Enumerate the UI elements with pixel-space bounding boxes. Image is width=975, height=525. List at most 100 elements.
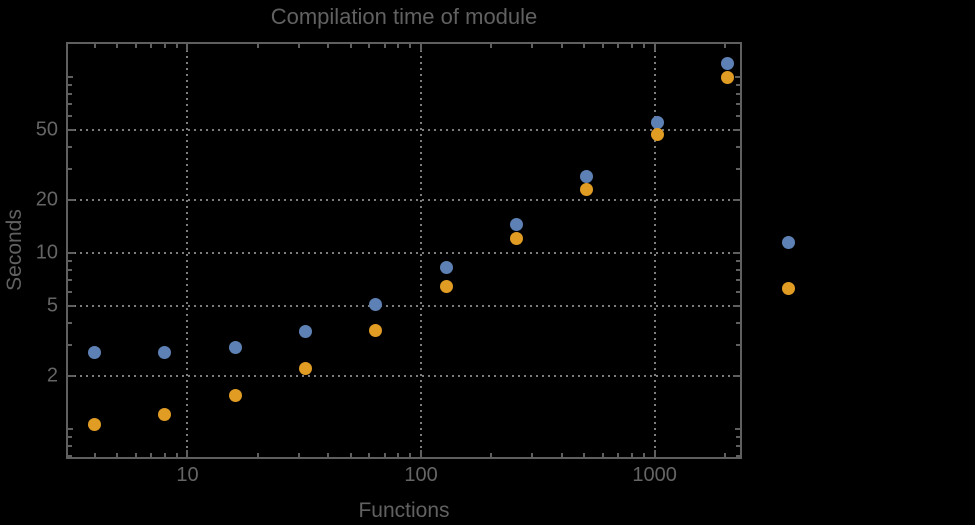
data-point-blue [158,346,172,360]
y-tick [68,444,72,447]
y-tick-label: 50 [35,118,58,141]
x-tick [368,44,371,48]
y-tick-label: 2 [46,364,58,387]
y-tick-label: 10 [35,241,58,264]
data-point-orange [88,418,101,432]
y-tick [736,444,740,447]
x-tick [256,453,259,457]
data-point-orange [298,361,312,375]
x-tick [531,44,534,48]
y-tick [68,75,73,78]
data-point-orange [509,232,523,246]
y-axis-label: Seconds [3,209,26,291]
x-tick [420,44,423,51]
x-tick [297,44,300,48]
y-tick [733,374,740,377]
x-tick [175,453,178,457]
y-gridline [68,128,740,131]
data-point-orange [228,388,242,402]
y-tick [736,268,740,271]
data-point-blue [88,346,101,360]
data-point-orange [158,408,172,422]
y-tick [736,93,740,95]
data-point-orange [439,280,453,294]
x-tick [134,453,137,457]
y-tick [68,103,72,106]
x-tick [642,44,645,48]
y-tick [736,167,740,170]
data-point-orange [720,71,734,85]
y-tick [736,435,740,438]
x-tick [560,453,563,457]
y-tick [68,167,72,170]
x-tick [368,453,371,457]
y-tick [736,343,740,346]
y-tick [736,259,740,262]
y-tick [68,128,75,131]
y-gridline [68,304,740,307]
x-tick [327,44,330,48]
x-tick [653,450,656,457]
y-tick [68,290,72,293]
data-point-orange [369,324,383,338]
y-tick [68,304,75,307]
y-tick [68,84,72,87]
data-point-blue [298,325,312,339]
x-tick [583,453,586,457]
x-tick [134,44,137,48]
y-tick [68,114,72,117]
y-tick [68,198,75,201]
y-tick [736,321,740,324]
data-point-blue [509,217,523,231]
plot-frame [66,42,742,459]
y-tick [733,198,740,201]
data-point-blue [439,260,453,274]
x-tick [186,44,189,51]
y-tick [736,279,740,282]
data-point-blue [580,170,594,184]
x-tick [116,453,119,457]
x-gridline [420,44,423,457]
x-gridline [186,44,189,457]
y-gridline [68,374,740,377]
y-tick [68,435,72,438]
data-point-blue [720,56,734,70]
y-tick [68,145,72,148]
x-tick [531,453,534,457]
x-axis-label: Functions [358,499,450,522]
x-tick [163,44,166,48]
y-gridline [68,251,740,254]
y-tick [735,75,740,78]
y-tick [68,321,72,324]
x-tick [163,453,166,457]
y-tick [68,454,72,457]
x-gridline [653,44,656,457]
x-tick [601,453,604,457]
data-point-blue [228,340,242,354]
x-tick [583,44,586,48]
y-gridline [68,198,740,201]
x-tick [630,44,633,48]
data-point-orange [650,128,664,142]
x-tick [397,44,400,48]
y-tick-label: 20 [35,188,58,211]
y-tick [735,427,740,430]
legend-marker-blue [781,235,795,249]
y-tick [733,304,740,307]
chart-title: Compilation time of module [270,4,538,29]
x-tick [409,44,412,48]
y-tick [68,427,73,430]
x-tick [383,453,386,457]
y-tick [733,251,740,254]
x-tick [256,44,259,48]
x-tick-label: 100 [404,464,438,486]
legend-marker-orange [781,281,795,295]
data-point-blue [650,116,664,130]
y-tick [68,251,75,254]
x-tick [93,44,96,48]
x-tick [420,450,423,457]
data-point-orange [580,182,594,196]
x-tick [327,453,330,457]
x-tick [653,44,656,51]
